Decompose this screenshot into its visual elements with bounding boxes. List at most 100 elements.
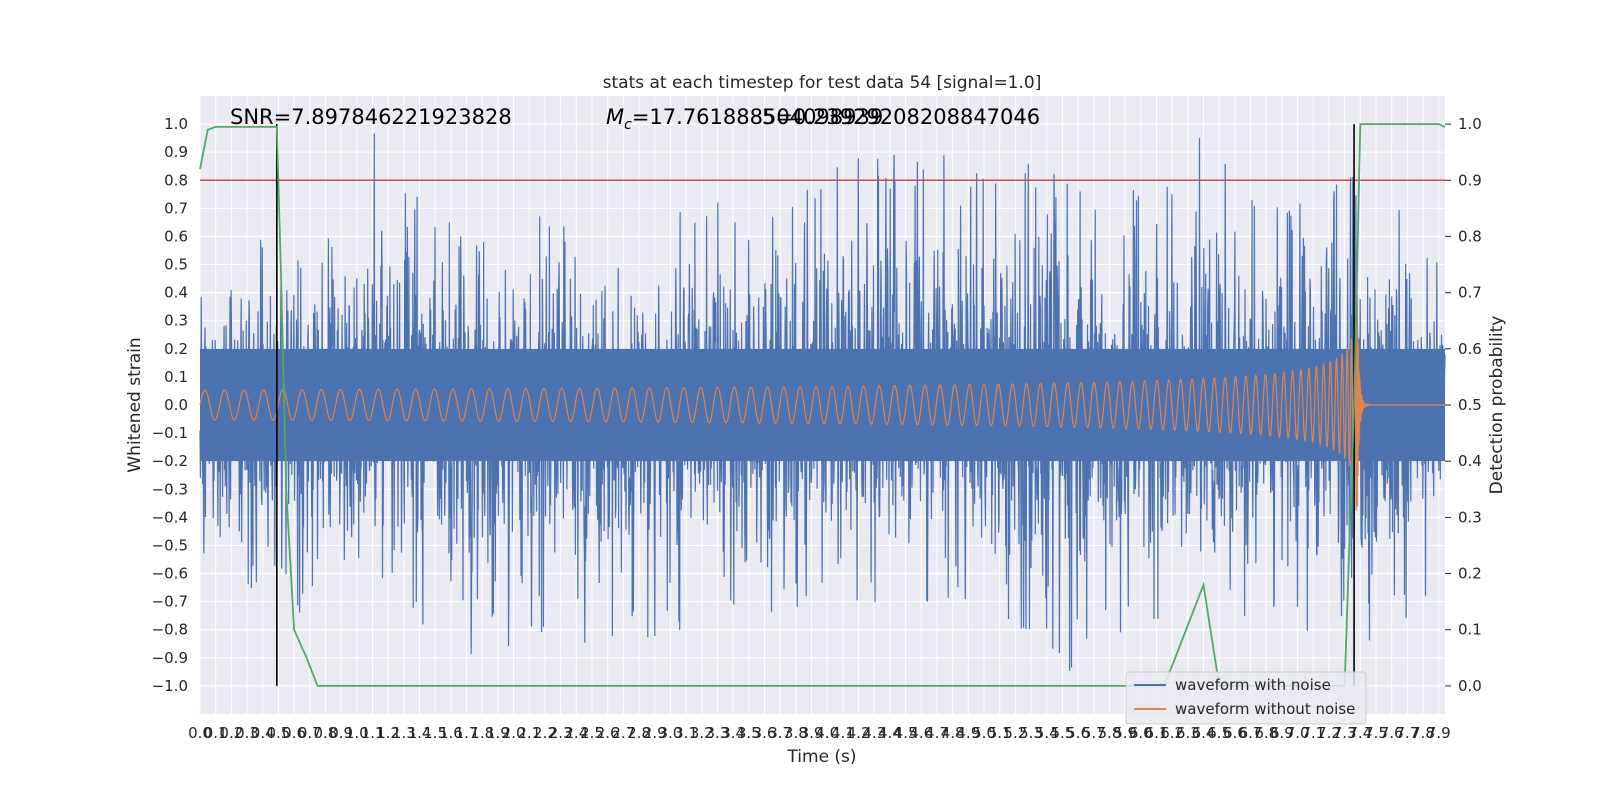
y-tick-label: −1.0 [152,677,188,695]
y-right-tick-label: 0.8 [1458,227,1482,245]
y-tick-label: 0.3 [164,312,188,330]
x-tick-label: 3.8 [784,724,808,742]
y-tick-label: −0.9 [152,649,188,667]
x-tick-label: 5.4 [1035,724,1059,742]
y-tick-label: 0.4 [164,284,188,302]
x-tick-label: 3.0 [658,724,682,742]
chirp-mass-value: =17.761888504098939 [632,105,883,129]
y-right-tick-label: 0.5 [1458,396,1482,414]
y-tick-label: 1.0 [164,115,188,133]
x-tick-label: 6.2 [1160,724,1184,742]
x-tick-label: 5.7 [1082,724,1106,742]
x-tick-label: 1.8 [470,724,494,742]
x-tick-label: 7.0 [1286,724,1310,742]
x-tick-label: 5.8 [1098,724,1122,742]
y-right-tick-label: 0.9 [1458,171,1482,189]
x-tick-label: 7.9 [1427,724,1451,742]
x-tick-label: 2.2 [533,724,557,742]
x-tick-label: 0.7 [298,724,322,742]
x-tick-label: 2.9 [643,724,667,742]
y-tick-label: −0.2 [152,452,188,470]
x-tick-label: 6.6 [1223,724,1247,742]
x-tick-label: 3.1 [674,724,698,742]
y-axis-left: −1.0 −0.9 −0.8 −0.7 −0.6 −0.5 −0.4 −0.3 −0.2 −0.1… [152,115,188,695]
x-tick-label: 1.6 [439,724,463,742]
x-tick-label: 0.5 [266,724,290,742]
y-tick-label: −0.7 [152,593,188,611]
overlapping-annotation: 5=0.23929208208847046 [762,105,1040,129]
y-right-tick-label: 1.0 [1458,115,1482,133]
x-tick-label: 1.0 [345,724,369,742]
y-tick-label: 0.7 [164,199,188,217]
x-tick-label: 1.4 [408,724,432,742]
x-tick-label: 2.8 [627,724,651,742]
x-tick-label: 2.6 [596,724,620,742]
x-tick-label: 5.2 [1003,724,1027,742]
x-tick-label: 3.7 [768,724,792,742]
x-axis: 0.00.10.20.30.40.50.60.70.80.91.01.11.21… [188,724,1451,742]
y-tick-label: 0.6 [164,227,188,245]
x-tick-label: 4.4 [878,724,902,742]
x-tick-label: 5.0 [972,724,996,742]
x-tick-label: 5.3 [1019,724,1043,742]
y-axis-label: Whitened strain [125,337,145,472]
x-tick-label: 6.9 [1270,724,1294,742]
x-tick-label: 4.0 [815,724,839,742]
legend-label-noise: waveform with noise [1175,676,1331,694]
y-tick-label: 0.8 [164,171,188,189]
x-tick-label: 2.1 [517,724,541,742]
x-tick-label: 6.0 [1129,724,1153,742]
x-tick-label: 2.3 [549,724,573,742]
y-axis-right-label: Detection probability [1487,316,1507,495]
chirp-mass-symbol: M [606,105,624,129]
x-tick-label: 6.5 [1207,724,1231,742]
x-tick-label: 5.6 [1066,724,1090,742]
x-tick-label: 4.8 [941,724,965,742]
x-tick-label: 3.6 [753,724,777,742]
series-line-detection-probability [199,123,1446,687]
x-tick-label: 4.9 [956,724,980,742]
y-tick-label: 0.9 [164,143,188,161]
x-tick-label: 1.2 [376,724,400,742]
chart-title: stats at each timestep for test data 54 … [603,73,1042,93]
x-tick-label: 0.9 [329,724,353,742]
x-tick-label: 1.7 [455,724,479,742]
x-tick-label: 4.3 [862,724,886,742]
x-tick-label: 1.5 [423,724,447,742]
x-tick-label: 3.5 [737,724,761,742]
series-line-waveform-without-noise [199,282,1445,511]
x-tick-label: 6.1 [1145,724,1169,742]
x-tick-label: 2.4 [564,724,588,742]
x-tick-label: 0.1 [204,724,228,742]
y-axis-right: 0.0 0.1 0.2 0.3 0.4 0.5 0.6 0.7 0.8 0.9 1.0 [1445,115,1482,695]
x-tick-label: 0.0 [188,724,212,742]
x-tick-label: 0.8 [314,724,338,742]
y-right-tick-label: 0.6 [1458,340,1482,358]
chirp-mass-subscript: c [624,117,632,133]
legend-box [1125,671,1367,725]
x-tick-label: 5.1 [988,724,1012,742]
chirp-mass-annotation: Mc=17.761888504098939 [606,105,883,133]
y-tick-label: −0.6 [152,565,188,583]
y-tick-label: 0.0 [164,396,188,414]
y-tick-label: 0.2 [164,340,188,358]
x-axis-label: Time (s) [786,747,856,767]
chirp-series-layer [199,282,1445,511]
y-right-tick-label: 0.2 [1458,565,1482,583]
y-tick-label: −0.8 [152,621,188,639]
x-tick-label: 1.3 [392,724,416,742]
x-tick-label: 3.4 [721,724,745,742]
x-tick-label: 1.1 [361,724,385,742]
x-tick-label: 7.1 [1301,724,1325,742]
snr-annotation: SNR=7.897846221923828 [230,105,512,129]
x-tick-label: 7.8 [1411,724,1435,742]
x-tick-label: 4.1 [831,724,855,742]
x-tick-label: 0.4 [251,724,275,742]
x-tick-label: 3.3 [706,724,730,742]
y-right-tick-label: 0.7 [1458,284,1482,302]
y-right-tick-label: 0.0 [1458,677,1482,695]
x-tick-label: 0.6 [282,724,306,742]
x-tick-label: 5.9 [1113,724,1137,742]
